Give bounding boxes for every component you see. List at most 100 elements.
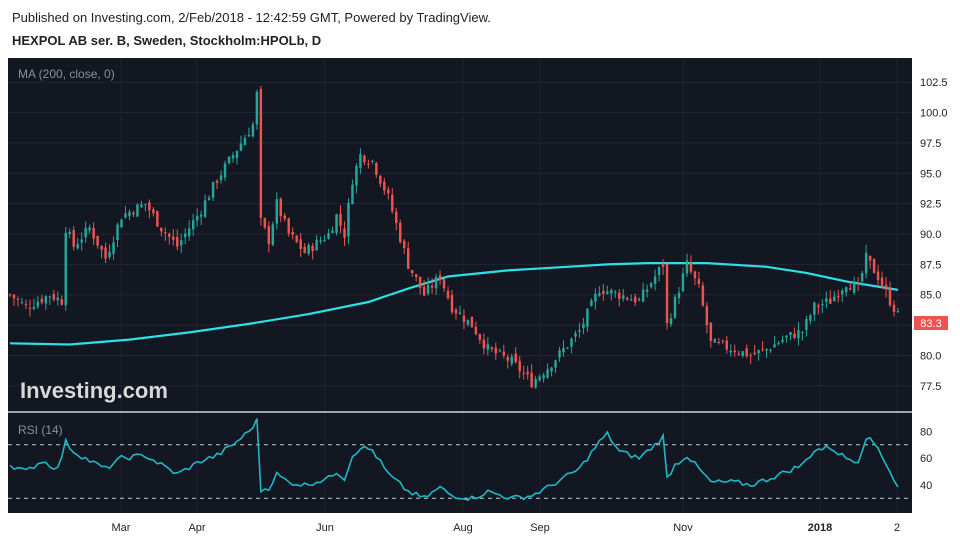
ma-indicator-label: MA (200, close, 0) bbox=[18, 67, 115, 81]
price-tick-label: 102.5 bbox=[920, 77, 948, 89]
candle-body bbox=[566, 347, 569, 349]
candle-body bbox=[713, 339, 717, 343]
candle-body bbox=[602, 290, 605, 295]
candle-body bbox=[876, 271, 880, 281]
candle-body bbox=[641, 289, 645, 302]
candle-body bbox=[797, 330, 800, 339]
candle-body bbox=[183, 233, 187, 238]
candle-body bbox=[769, 349, 772, 351]
ma-200-layer bbox=[9, 262, 899, 346]
candle-body bbox=[709, 322, 713, 341]
candle-body bbox=[148, 202, 151, 211]
candle-body bbox=[872, 258, 876, 274]
candle-body bbox=[486, 344, 490, 350]
candle-body bbox=[669, 318, 673, 325]
candle-body bbox=[84, 227, 87, 238]
ma-200-line bbox=[9, 262, 899, 346]
candle-body bbox=[494, 347, 498, 354]
candle-body bbox=[793, 333, 796, 339]
candle-body bbox=[199, 214, 203, 217]
candle-body bbox=[888, 287, 892, 306]
candle-body bbox=[805, 318, 808, 330]
candle-body bbox=[8, 294, 12, 296]
candle-body bbox=[570, 338, 573, 347]
candle-body bbox=[263, 218, 267, 228]
candle-body bbox=[856, 283, 860, 285]
candle-body bbox=[179, 240, 183, 246]
candle-body bbox=[136, 204, 139, 217]
candle-body bbox=[829, 298, 832, 304]
candle-body bbox=[693, 271, 697, 279]
candle-body bbox=[450, 295, 454, 313]
candle-body bbox=[187, 228, 191, 237]
candle-body bbox=[578, 330, 581, 332]
candle-body bbox=[96, 235, 99, 246]
price-axis-background bbox=[912, 58, 952, 513]
candle-body bbox=[307, 244, 310, 254]
time-tick-label: Sep bbox=[530, 522, 550, 534]
price-tick-label: 100.0 bbox=[920, 108, 948, 120]
candle-body bbox=[657, 267, 661, 276]
plot-background bbox=[8, 58, 912, 513]
candle-body bbox=[610, 289, 613, 294]
price-tick-label: 77.5 bbox=[920, 381, 941, 393]
candle-body bbox=[120, 219, 123, 228]
candle-body bbox=[753, 352, 756, 355]
candle-body bbox=[462, 315, 466, 322]
candle-body bbox=[319, 240, 322, 242]
candle-body bbox=[124, 213, 127, 218]
candle-body bbox=[176, 236, 179, 247]
candle-body bbox=[52, 294, 56, 300]
candle-body bbox=[594, 294, 597, 302]
candle-body bbox=[132, 212, 135, 215]
candle-body bbox=[164, 232, 167, 234]
candle-body bbox=[211, 181, 215, 198]
candle-body bbox=[144, 203, 147, 205]
candle-body bbox=[259, 89, 263, 218]
candle-body bbox=[781, 339, 784, 343]
candle-body bbox=[235, 150, 239, 159]
candle-body bbox=[395, 211, 398, 224]
candle-body bbox=[586, 308, 589, 327]
candle-body bbox=[789, 332, 792, 336]
candle-body bbox=[661, 264, 665, 267]
candle-body bbox=[347, 202, 350, 237]
candle-body bbox=[681, 273, 685, 292]
candle-body bbox=[673, 296, 677, 318]
price-tick-label: 80.0 bbox=[920, 350, 941, 362]
price-tick-label: 92.5 bbox=[920, 199, 941, 211]
candle-body bbox=[68, 232, 71, 234]
candle-body bbox=[24, 304, 28, 306]
candle-body bbox=[813, 302, 816, 315]
time-tick-label: 2 bbox=[894, 522, 900, 534]
candle-body bbox=[267, 226, 271, 245]
candle-body bbox=[32, 306, 36, 309]
time-tick-label: Aug bbox=[453, 522, 473, 534]
candle-body bbox=[191, 220, 195, 230]
candle-body bbox=[733, 350, 736, 353]
candle-body bbox=[825, 298, 828, 302]
candle-body bbox=[522, 372, 525, 374]
candle-body bbox=[689, 262, 693, 272]
candle-body bbox=[773, 344, 776, 348]
candle-body bbox=[725, 340, 729, 350]
candle-body bbox=[343, 228, 346, 238]
candle-body bbox=[665, 264, 669, 324]
candle-body bbox=[574, 333, 577, 337]
candle-body bbox=[36, 301, 40, 307]
price-tick-label: 90.0 bbox=[920, 229, 941, 241]
candle-body bbox=[757, 350, 760, 354]
candle-body bbox=[406, 248, 410, 269]
candle-body bbox=[60, 299, 63, 305]
candle-body bbox=[745, 348, 748, 357]
candle-body bbox=[12, 294, 16, 299]
candle-body bbox=[809, 315, 812, 321]
candle-body bbox=[375, 162, 378, 175]
candle-body bbox=[287, 218, 290, 234]
candle-body bbox=[20, 302, 24, 304]
candle-body bbox=[625, 297, 629, 300]
candle-body bbox=[295, 235, 298, 242]
instrument-title: HEXPOL AB ser. B, Sweden, Stockholm:HPOL… bbox=[12, 33, 322, 48]
candle-body bbox=[219, 175, 223, 181]
candle-body bbox=[402, 240, 406, 248]
